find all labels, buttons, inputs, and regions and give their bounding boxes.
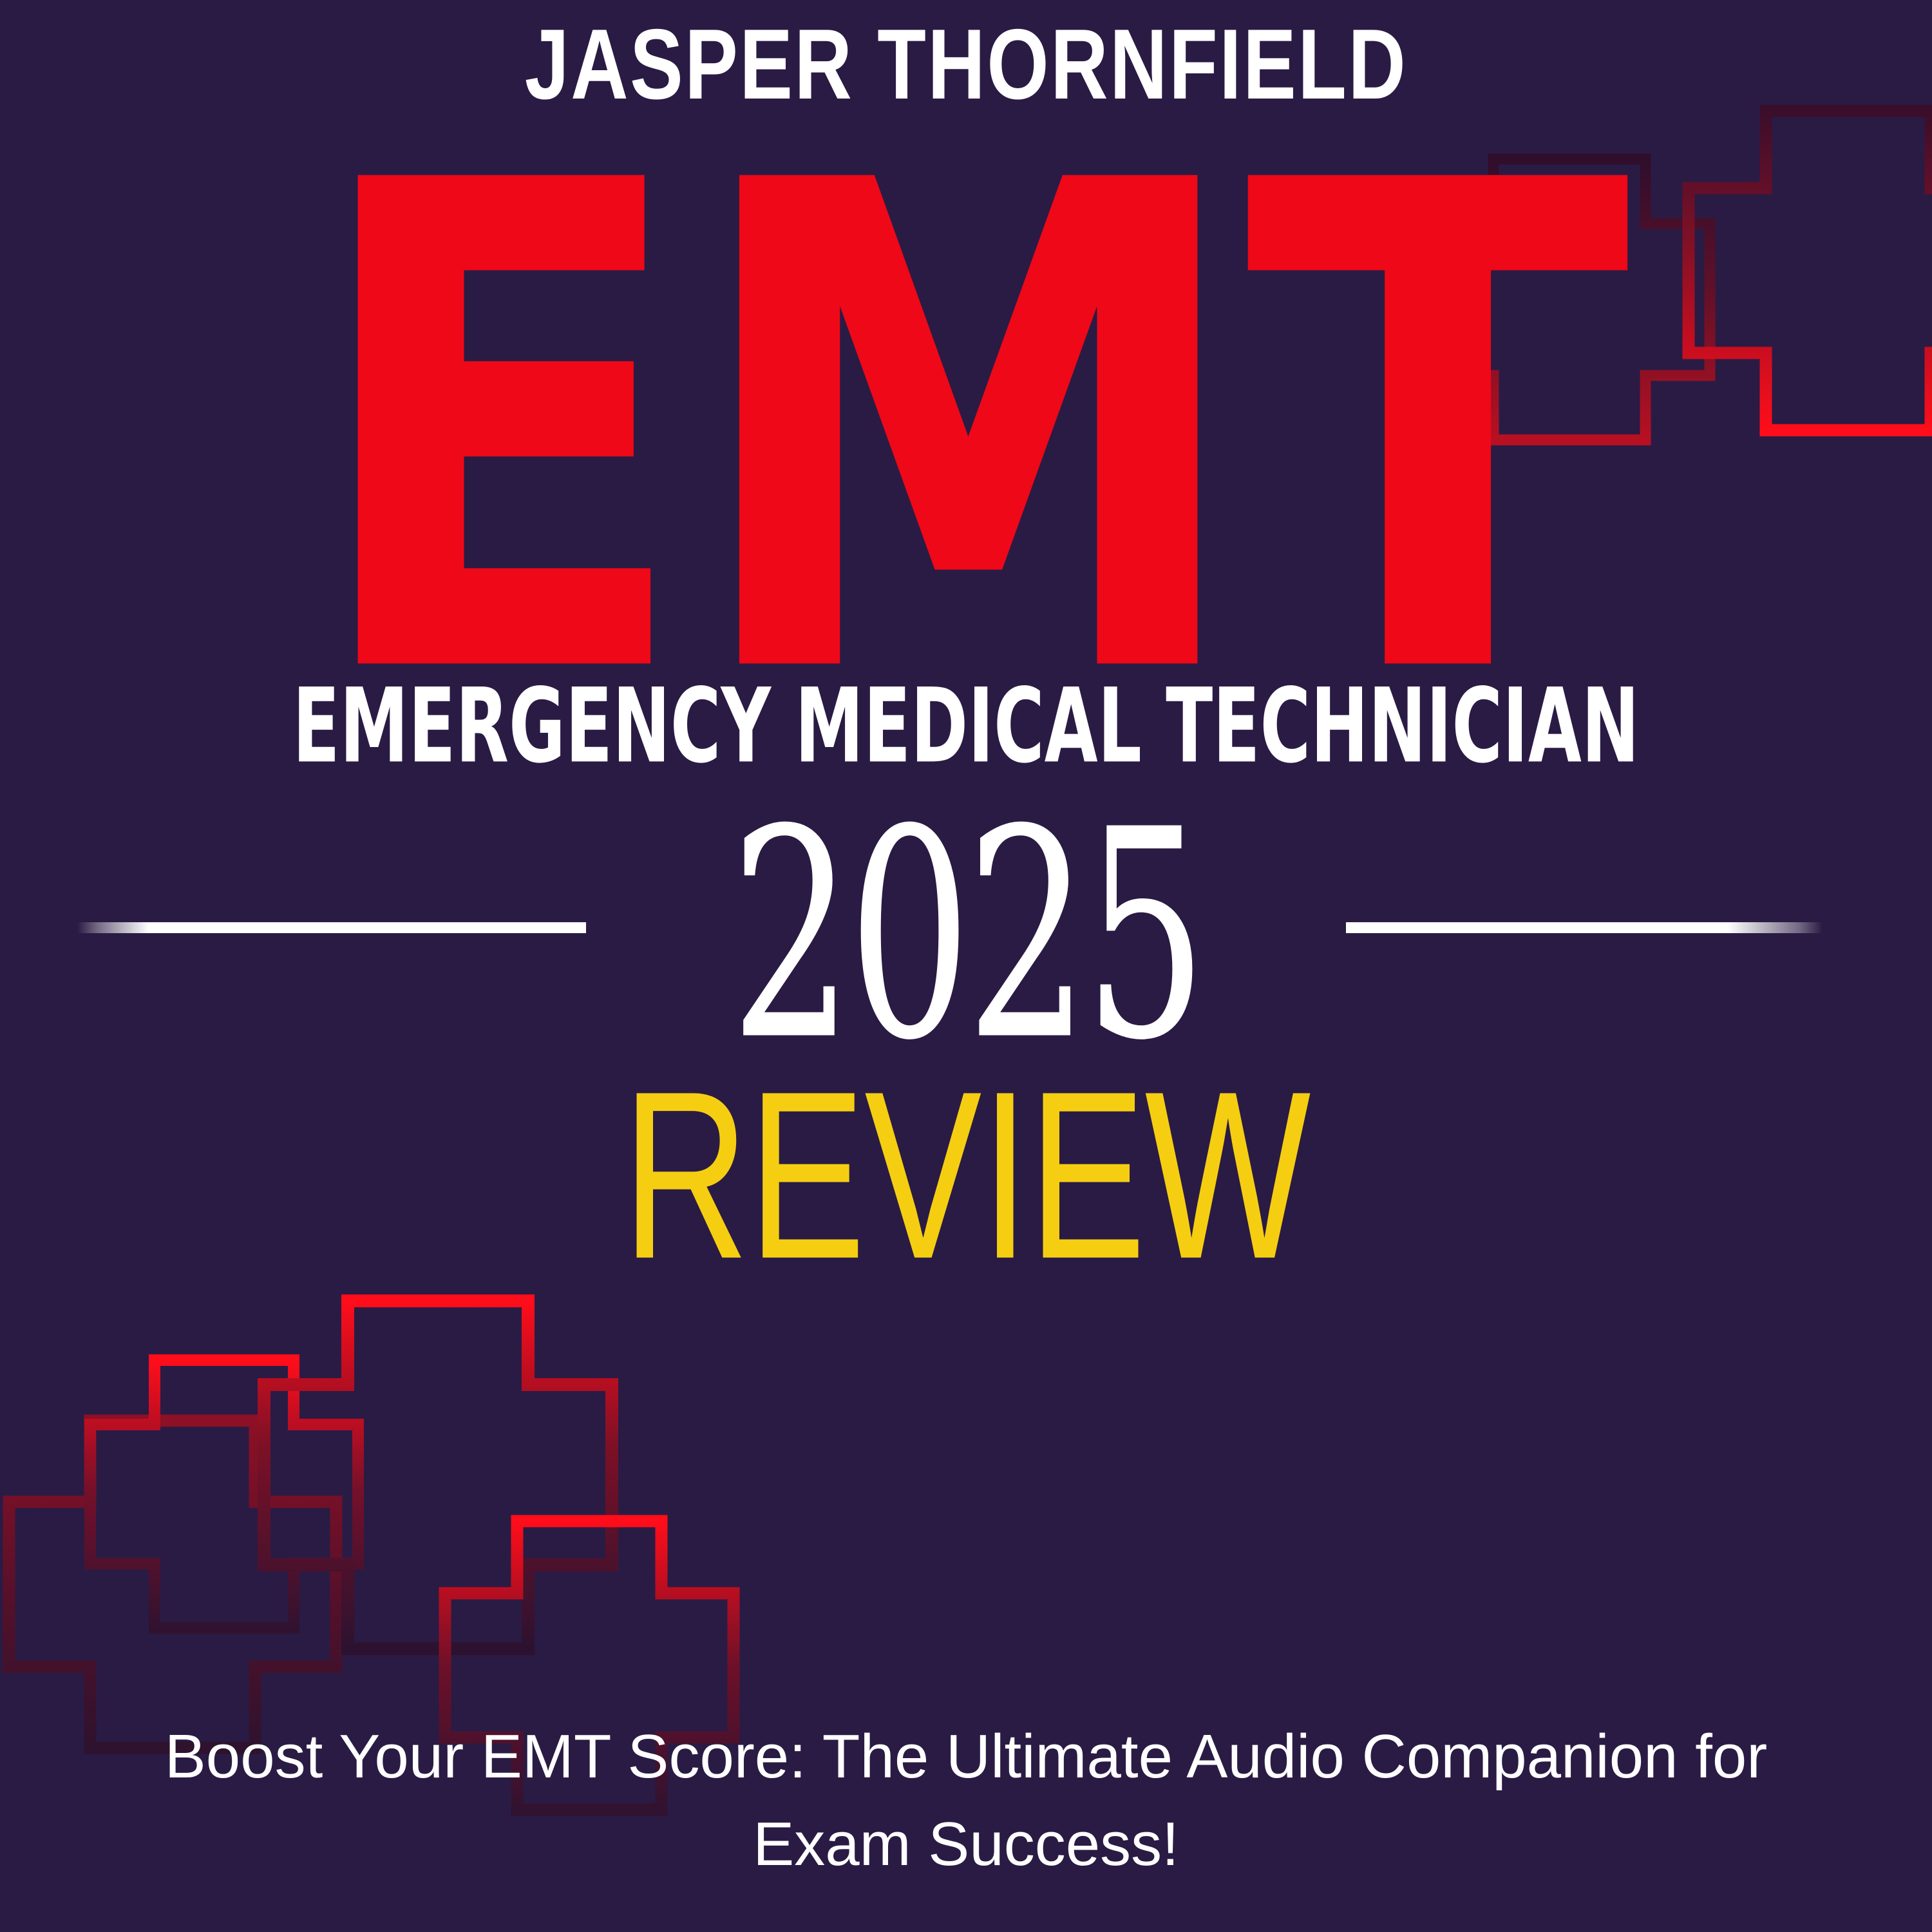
cross-outline-bottom-center-large [258, 1294, 618, 1655]
divider-rule-right [1346, 922, 1823, 933]
tagline: Boost Your EMT Score: The Ultimate Audio… [97, 1713, 1835, 1889]
cross-outline-bottom-left-low [3, 1414, 343, 1754]
edition-year: 2025 [730, 768, 1208, 1104]
edition-label: REVIEW [622, 1041, 1311, 1309]
cross-outline-bottom-left-mid [84, 1354, 364, 1634]
tagline-line-1: Boost Your EMT Score: The Ultimate Audio… [164, 1722, 1768, 1791]
tagline-line-2: Exam Success! [753, 1810, 1179, 1879]
title-expansion: EMERGENCY MEDICAL TECHNICIAN [292, 666, 1640, 786]
divider-rule-left [77, 922, 586, 933]
year-row: 2025 [0, 792, 1932, 1080]
page-title: EMT [306, 41, 1631, 822]
author-name: JASPER THORNFIELD [524, 8, 1408, 120]
